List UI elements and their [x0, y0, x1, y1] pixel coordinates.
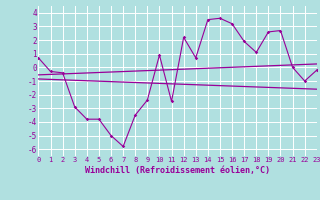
X-axis label: Windchill (Refroidissement éolien,°C): Windchill (Refroidissement éolien,°C)	[85, 166, 270, 175]
